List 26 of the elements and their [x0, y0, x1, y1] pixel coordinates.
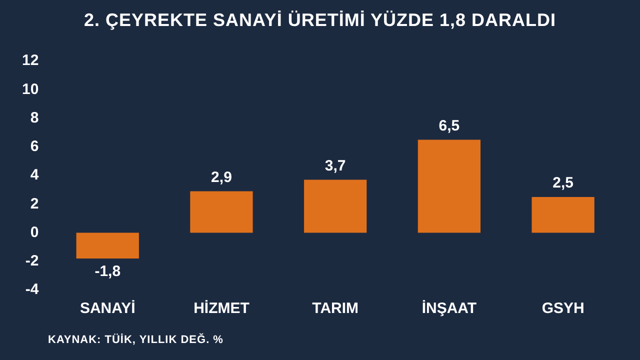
y-tick-label: 6 — [30, 138, 39, 156]
text: KAYNAK: TÜİK, YILLIK DEĞ. % — [48, 334, 224, 346]
data-label: 3,7 — [324, 157, 346, 174]
y-tick-label: 12 — [22, 52, 39, 70]
data-label: 6,5 — [438, 117, 460, 134]
x-tick-label: İNŞAAT — [422, 300, 477, 318]
y-tick-label: 4 — [30, 166, 40, 184]
x-tick-label: SANAYİ — [80, 300, 136, 318]
x-tick-label: TARIM — [312, 300, 359, 318]
y-tick-label: -4 — [25, 281, 40, 298]
bar — [418, 140, 481, 233]
y-tick-label: -2 — [25, 252, 39, 270]
chart-title: 2. ÇEYREKTE SANAYİ ÜRETİMİ YÜZDE 1,8 DARALDI — [82, 9, 558, 32]
y-tick-label: 0 — [30, 224, 39, 241]
data-label: 2,9 — [211, 168, 232, 186]
y-tick-label: 8 — [30, 109, 39, 126]
bar — [304, 180, 367, 233]
y-tick-label: 10 — [22, 80, 39, 98]
data-label: -1,8 — [94, 263, 121, 280]
bar — [532, 196, 594, 233]
bar — [76, 232, 139, 259]
bar — [190, 191, 253, 233]
x-tick-label: GSYH — [542, 300, 584, 318]
data-label: 2,5 — [552, 174, 574, 192]
x-tick-label: HİZMET — [194, 300, 250, 318]
y-tick-label: 2 — [30, 195, 39, 212]
